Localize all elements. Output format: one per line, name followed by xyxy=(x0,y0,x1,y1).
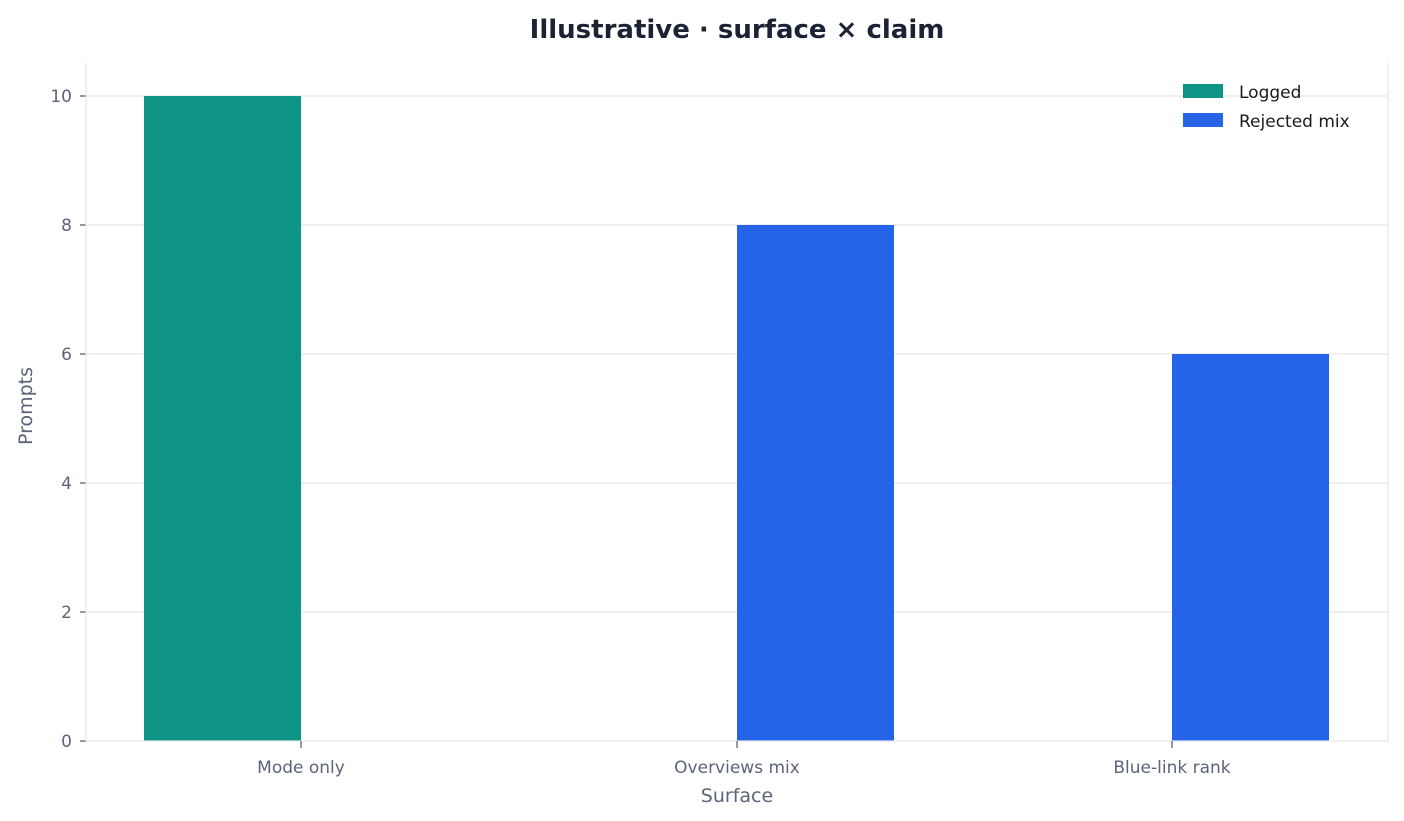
x-tick-label: Blue-link rank xyxy=(1113,758,1230,778)
legend-label: Rejected mix xyxy=(1239,112,1350,132)
x-axis-label: Surface xyxy=(701,785,773,807)
x-tick-label: Overviews mix xyxy=(674,758,800,778)
legend-swatch xyxy=(1183,113,1223,127)
y-tick-label: 0 xyxy=(61,732,72,752)
legend-label: Logged xyxy=(1239,83,1301,103)
bar-logged xyxy=(144,96,301,741)
bar-rejected-mix xyxy=(1172,354,1329,741)
y-tick-label: 4 xyxy=(61,474,72,494)
y-tick-label: 8 xyxy=(61,216,72,236)
chart-title: Illustrative · surface × claim xyxy=(530,15,945,45)
y-axis-label: Prompts xyxy=(15,367,37,445)
bar-rejected-mix xyxy=(737,225,894,741)
x-tick-label: Mode only xyxy=(257,758,345,778)
axes: 0 2 4 6 8 10 Mode only Overviews mix Blue-link r… xyxy=(50,63,1389,778)
legend: Logged Rejected mix xyxy=(1183,83,1350,132)
bars xyxy=(144,96,1329,741)
y-tick-label: 6 xyxy=(61,345,72,365)
y-tick-label: 10 xyxy=(50,87,72,107)
legend-swatch xyxy=(1183,84,1223,98)
y-tick-label: 2 xyxy=(61,603,72,623)
